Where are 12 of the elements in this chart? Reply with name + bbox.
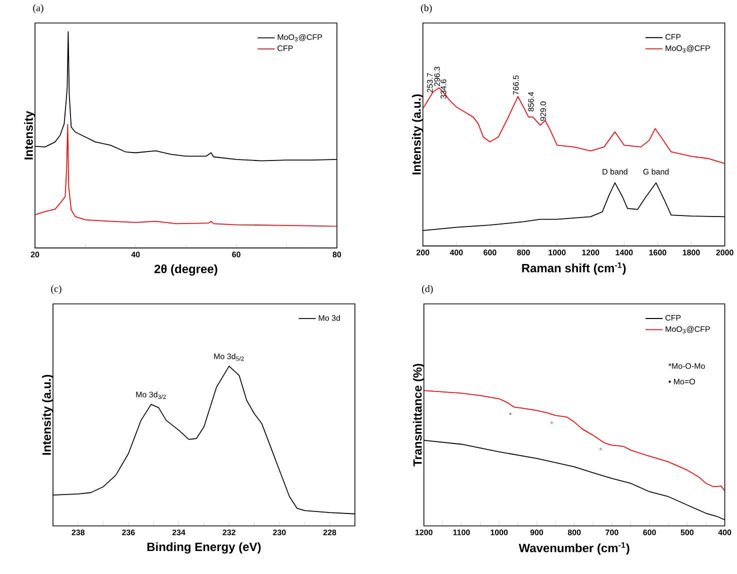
y-axis-title: Intensity (a.u.) [42,374,54,455]
chart-title: (b) [421,4,432,14]
x-axis-title: Raman shift (cm$^{-1}$) [522,262,626,275]
x-axis-title: 2θ (degree) [154,264,218,276]
y-axis-title: Transmittance (%) [412,364,424,466]
chart-title: (d) [422,285,433,294]
x-axis-title: Binding Energy (eV) [147,542,261,554]
y-axis-title: Intensity (a.u.) [412,94,424,174]
y-axis-title: Intensity [24,110,36,160]
x-axis-title: Wavenumber (cm$^{-1}$) [518,542,630,555]
chart-title: (a) [33,4,44,14]
chart-title: (c) [51,285,62,294]
